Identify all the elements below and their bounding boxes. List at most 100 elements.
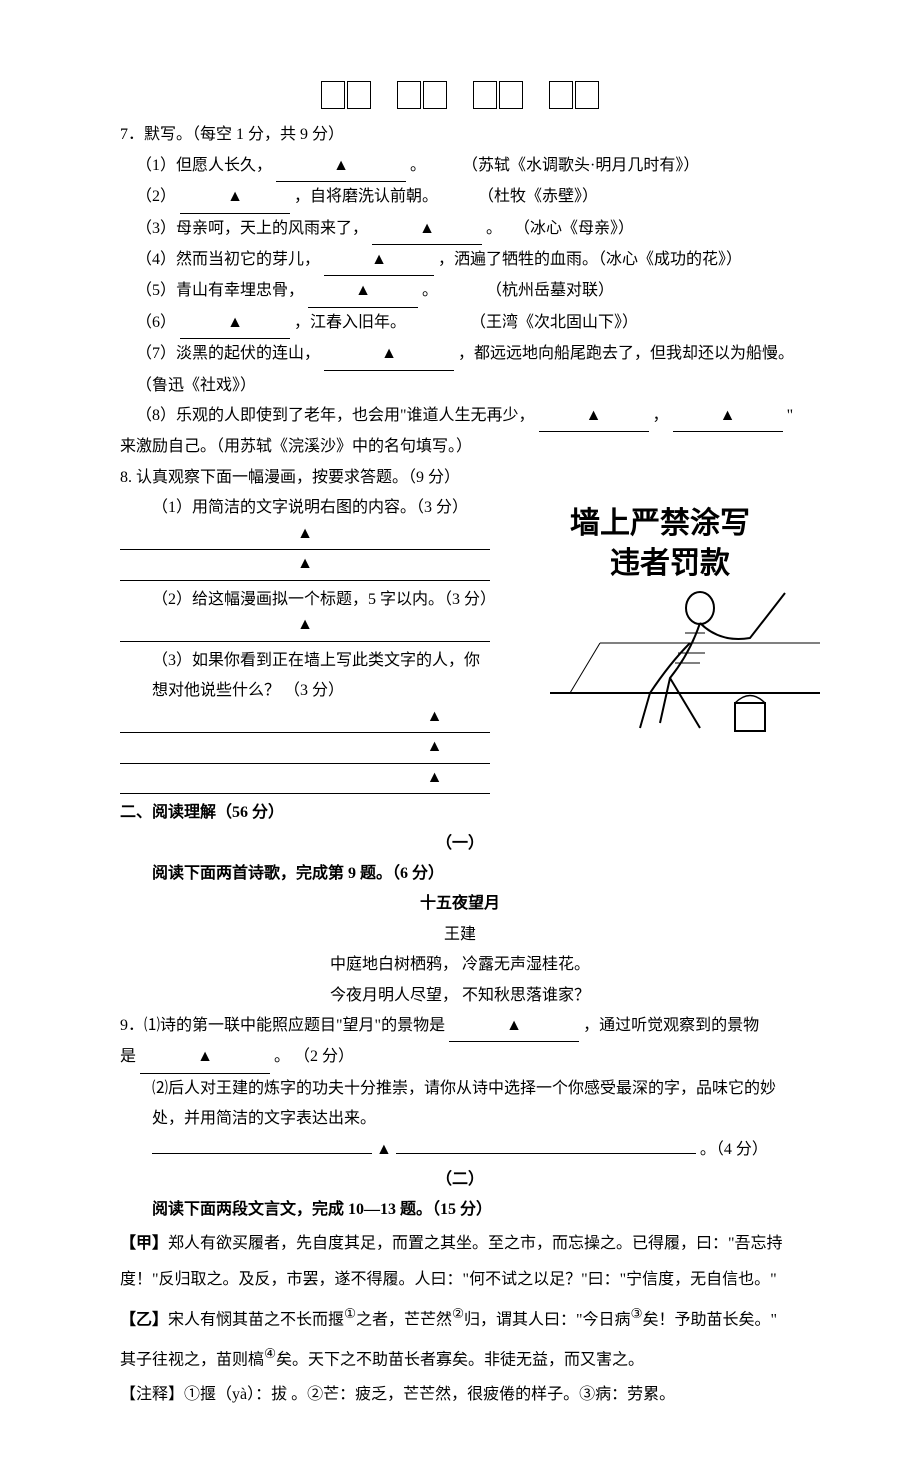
part1-label: （一） <box>120 829 800 859</box>
answer-box <box>423 81 447 109</box>
q7-item-7: （7）淡黑的起伏的连山， ▲ ，都远远地向船尾跑去了，但我却还以为船慢。 <box>120 339 800 370</box>
q7-item-5: （5）青山有幸埋忠骨， ▲ 。 （杭州岳墓对联） <box>120 276 800 307</box>
fill-blank: ▲ <box>276 151 406 182</box>
q7-2-src: （杜牧《赤壁》） <box>478 188 598 205</box>
q9-p2-score: 。（4 分） <box>700 1141 768 1158</box>
fill-blank: ▲ <box>324 245 434 276</box>
answer-box <box>499 81 523 109</box>
passage-jia: 【甲】郑人有欲买履者，先自度其足，而置之其坐。至之市，而忘操之。已得履，曰："吾… <box>120 1226 800 1300</box>
q9-p1-l2a: 是 <box>120 1048 136 1065</box>
part1-instr: 阅读下面两首诗歌，完成第 9 题。（6 分） <box>120 859 800 889</box>
q7-item-8: （8）乐观的人即使到了老年，也会用"谁道人生无再少， ▲ ， ▲ " <box>120 401 800 432</box>
q7-7-pre: （7）淡黑的起伏的连山， <box>136 345 320 362</box>
answer-line: ▲ <box>120 615 490 642</box>
q7-8-pre: （8）乐观的人即使到了老年，也会用"谁道人生无再少， <box>136 407 535 424</box>
sup2: ② <box>452 1306 464 1321</box>
fill-blank <box>396 1153 696 1154</box>
q7-7-post: ，都远远地向船尾跑去了，但我却还以为船慢。 <box>458 345 794 362</box>
fill-blank: ▲ <box>673 401 783 432</box>
q7-6-src: （王湾《次北固山下》） <box>470 314 638 331</box>
q7-item-3: （3）母亲呵，天上的风雨来了， ▲ 。 （冰心《母亲》） <box>120 214 800 245</box>
fill-blank: ▲ <box>324 339 454 370</box>
answer-line: ▲ <box>120 768 490 795</box>
q7-5-post: 。 <box>422 282 438 299</box>
answer-boxes-row <box>120 80 800 110</box>
q7-2-post: ，自将磨洗认前朝。 <box>294 188 438 205</box>
q7-3-post: 。 <box>486 220 502 237</box>
q7-item-6: （6） ▲ ，江春入旧年。 （王湾《次北固山下》） <box>120 308 800 339</box>
answer-line: ▲ <box>120 523 490 550</box>
q7-3-src: （冰心《母亲》） <box>514 220 634 237</box>
q8-container: 墙上严禁涂写 违者罚款 8. 认真观察下面一幅漫画，按要求答题。（9 分） （1… <box>120 463 800 795</box>
yi-td: 矣！予助苗长矣。" <box>642 1312 777 1329</box>
q7-1-pre: （1）但愿人长久， <box>136 157 272 174</box>
poem-author: 王建 <box>120 920 800 950</box>
q7-5-src: （杭州岳墓对联） <box>486 282 614 299</box>
q9-p1b: ，通过听觉观察到的景物 <box>583 1017 759 1034</box>
answer-box <box>575 81 599 109</box>
q7-5-pre: （5）青山有幸埋忠骨， <box>136 282 304 299</box>
q7-7-src: （鲁迅《社戏》） <box>120 371 800 401</box>
sup1: ① <box>344 1306 356 1321</box>
answer-box <box>473 81 497 109</box>
answer-line: ▲ <box>120 706 490 733</box>
q9-p2: ⑵后人对王建的炼字的功夫十分推崇，请你从诗中选择一个你感受最深的字，品味它的妙处… <box>120 1074 800 1135</box>
part2-instr: 阅读下面两段文言文，完成 10—13 题。（15 分） <box>120 1195 800 1225</box>
passage-yi: 【乙】宋人有悯其苗之不长而揠①之者，芒芒然②归，谓其人曰："今日病③矣！予助苗长… <box>120 1299 800 1339</box>
q9-p1-l2b: 。 （2 分） <box>274 1048 354 1065</box>
q7-6-post: ，江春入旧年。 <box>294 314 406 331</box>
answer-box <box>397 81 421 109</box>
q7-item-1: （1）但愿人长久， ▲ 。 （苏轼《水调歌头·明月几时有》） <box>120 151 800 182</box>
fill-blank: ▲ <box>308 276 418 307</box>
part2-label: （二） <box>120 1165 800 1195</box>
yi-label: 【乙】 <box>120 1312 168 1329</box>
yi-l2a: 其子往视之，苗则槁 <box>120 1352 264 1369</box>
q7-1-src: （苏轼《水调歌头·明月几时有》） <box>462 157 699 174</box>
q8-stem: 8. 认真观察下面一幅漫画，按要求答题。（9 分） <box>120 463 800 493</box>
q7-2-pre: （2） <box>136 188 176 205</box>
yi-l2b: 矣。天下之不助苗长者寡矣。非徒无益，而又害之。 <box>276 1352 644 1369</box>
q7-4-pre: （4）然而当初它的芽儿， <box>136 251 320 268</box>
jia-label: 【甲】 <box>120 1235 168 1252</box>
passage-yi-2: 其子往视之，苗则槁④矣。天下之不助苗长者寡矣。非徒无益，而又害之。 <box>120 1339 800 1379</box>
yi-tc: 归，谓其人曰："今日病 <box>464 1312 631 1329</box>
q7-8-post: " <box>787 407 794 424</box>
yi-b: 宋人有悯其苗之不长而揠 <box>168 1312 344 1329</box>
fill-blank: ▲ <box>180 182 290 213</box>
fill-blank <box>152 1153 372 1154</box>
q9-p1-line2: 是 ▲ 。 （2 分） <box>120 1042 800 1073</box>
fill-blank: ▲ <box>140 1042 270 1073</box>
q7-4-post: ，洒遍了牺牲的血雨。（冰心《成功的花》） <box>438 251 742 268</box>
yi-tb: 之者，芒芒然 <box>356 1312 452 1329</box>
answer-box <box>347 81 371 109</box>
wall-text-1: 墙上严禁涂写 <box>570 506 750 540</box>
q7-stem: 7．默写。（每空 1 分，共 9 分） <box>120 120 800 150</box>
sup4: ④ <box>264 1346 276 1361</box>
q7-8-mid: ， <box>653 407 669 424</box>
poem-title: 十五夜望月 <box>120 889 800 919</box>
q9-p2-ans: ▲ 。（4 分） <box>120 1135 800 1165</box>
answer-line: ▲ <box>120 737 490 764</box>
sup3: ③ <box>631 1306 643 1321</box>
jia-text: 郑人有欲买履者，先自度其足，而置之其坐。至之市，而忘操之。已得履，曰："吾忘持度… <box>120 1235 783 1289</box>
q7-item-2: （2） ▲ ，自将磨洗认前朝。 （杜牧《赤壁》） <box>120 182 800 213</box>
fill-blank: ▲ <box>372 214 482 245</box>
cartoon-image: 墙上严禁涂写 违者罚款 <box>550 493 820 753</box>
q7-8-line2: 来激励自己。（用苏轼《浣溪沙》中的名句填写。） <box>120 432 800 462</box>
notes: 【注释】①揠（yà）：拔 。②芒：疲乏，芒芒然，很疲倦的样子。③病：劳累。 <box>120 1380 800 1410</box>
poem-line-2: 今夜月明人尽望， 不知秋思落谁家？ <box>120 981 800 1011</box>
q7-item-4: （4）然而当初它的芽儿， ▲ ，洒遍了牺牲的血雨。（冰心《成功的花》） <box>120 245 800 276</box>
q8-p3: （3）如果你看到正在墙上写此类文字的人，你想对他说些什么？ （3 分） <box>120 646 490 707</box>
fill-blank: ▲ <box>539 401 649 432</box>
q9-p1a: 9．⑴诗的第一联中能照应题目"望月"的景物是 <box>120 1017 445 1034</box>
section2-title: 二、阅读理解（56 分） <box>120 798 800 828</box>
answer-box <box>549 81 573 109</box>
fill-blank: ▲ <box>180 308 290 339</box>
q7-3-pre: （3）母亲呵，天上的风雨来了， <box>136 220 368 237</box>
q7-6-pre: （6） <box>136 314 176 331</box>
answer-line: ▲ <box>120 554 490 581</box>
poem-line-1: 中庭地白树栖鸦， 冷露无声湿桂花。 <box>120 950 800 980</box>
q7-1-post: 。 <box>410 157 426 174</box>
q9-p1: 9．⑴诗的第一联中能照应题目"望月"的景物是 ▲ ，通过听觉观察到的景物 <box>120 1011 800 1042</box>
wall-text-2: 违者罚款 <box>610 547 731 580</box>
